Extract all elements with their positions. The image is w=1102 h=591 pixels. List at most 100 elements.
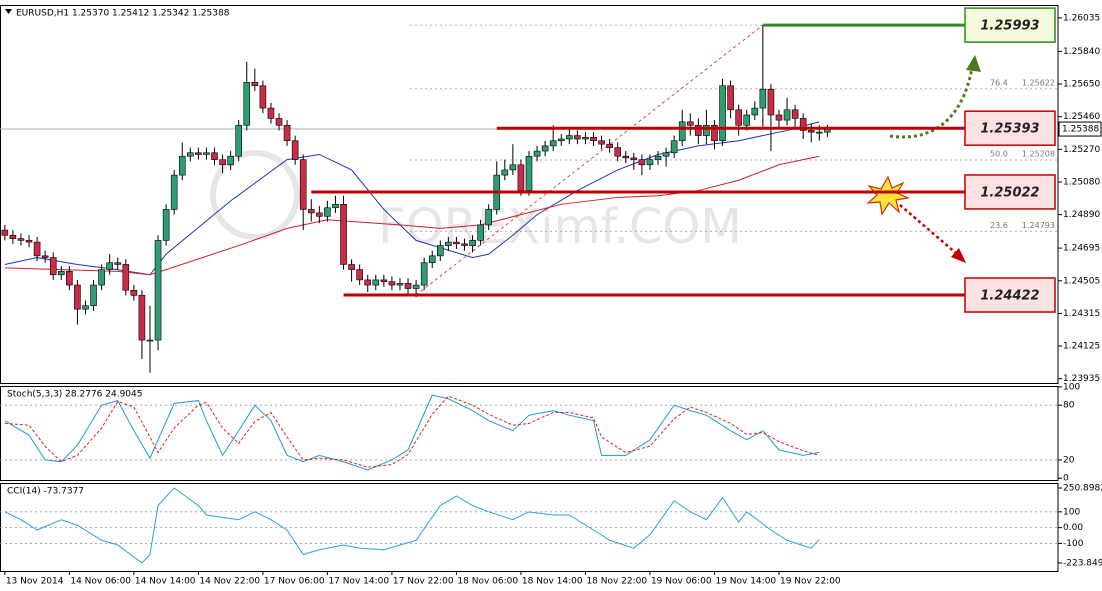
candle-body	[356, 269, 363, 281]
y-tick-label: 1.24695	[1063, 244, 1100, 254]
candle-body	[622, 155, 630, 159]
candle-body	[404, 283, 412, 289]
y-tick-label: 250.8982	[1063, 483, 1102, 493]
candle-body	[348, 264, 355, 270]
level-label: 1.25393	[980, 122, 1039, 137]
x-tick-label: 19 Nov 06:00	[651, 577, 712, 587]
y-tick-label: 1.25080	[1063, 177, 1100, 187]
x-tick-label: 18 Nov 22:00	[586, 577, 647, 587]
y-tick-label: 100	[1063, 382, 1080, 392]
indicator-line	[4, 395, 820, 468]
panel-title: CCI(14) -73.7377	[7, 487, 84, 497]
candle-body	[307, 209, 315, 214]
candle-body	[598, 140, 605, 145]
candle-body	[469, 240, 476, 246]
candle-body	[767, 88, 775, 116]
candle-body	[735, 109, 742, 126]
candle-body	[364, 279, 372, 286]
up-arrowhead	[966, 55, 981, 72]
candle-body	[178, 155, 186, 176]
y-tick-label: 20	[1063, 455, 1075, 465]
y-tick-label: 1.26035	[1063, 13, 1100, 23]
panel-frame	[0, 386, 1059, 481]
candle-body	[420, 262, 428, 286]
candle-body	[670, 140, 678, 154]
candle-body	[332, 204, 339, 209]
candle-body	[372, 279, 380, 286]
candle-body	[203, 152, 210, 155]
candle-body	[428, 255, 436, 264]
candle-body	[646, 159, 654, 166]
candle-body	[33, 241, 41, 257]
y-tick-label: 1.24890	[1063, 210, 1100, 220]
breakout-star	[866, 175, 911, 216]
candle-body	[590, 137, 597, 142]
candle-body	[98, 269, 105, 286]
candle-body	[727, 85, 734, 111]
level-box	[964, 174, 1056, 210]
candle-body	[291, 140, 299, 160]
y-tick-label: 1.25650	[1063, 80, 1100, 90]
y-tick-label: 1.24505	[1063, 276, 1100, 286]
candle-body	[461, 243, 468, 246]
watermark-logo	[210, 150, 300, 240]
x-tick-label: 18 Nov 14:00	[522, 577, 583, 587]
candle-body	[162, 209, 170, 241]
candle-body	[267, 107, 275, 119]
y-tick-label: 1.24315	[1063, 309, 1100, 319]
level-label: 1.24422	[980, 289, 1039, 304]
x-tick-label: 17 Nov 14:00	[328, 577, 389, 587]
candle-body	[453, 241, 460, 245]
x-tick-label: 18 Nov 06:00	[457, 577, 518, 587]
candle-body	[114, 262, 122, 265]
fib-price: 1.24793	[1022, 221, 1055, 230]
fib-price: 1.25208	[1022, 149, 1055, 158]
fib-label: 23.6	[990, 221, 1008, 230]
candle-body	[340, 204, 347, 265]
candle-body	[251, 82, 259, 87]
candle-body	[235, 124, 242, 157]
candle-body	[630, 157, 638, 160]
candle-body	[275, 118, 283, 126]
candle-body	[138, 295, 146, 341]
x-tick-label: 14 Nov 06:00	[70, 577, 131, 587]
candle-body	[283, 124, 291, 142]
x-tick-label: 17 Nov 06:00	[264, 577, 325, 587]
candle-body	[549, 140, 557, 147]
candle-body	[574, 135, 581, 140]
x-tick-label: 14 Nov 22:00	[199, 577, 260, 587]
y-tick-label: -100	[1063, 539, 1084, 549]
last-price-label: 1.25388	[1062, 125, 1099, 135]
y-tick-label: 1.24125	[1063, 342, 1100, 352]
y-tick-label: 0.00	[1063, 523, 1083, 533]
candle-body	[477, 224, 484, 241]
panel-frame	[0, 5, 1059, 384]
up-arrow	[889, 67, 974, 139]
candle-body	[807, 130, 815, 133]
y-tick-label: 0	[1063, 474, 1069, 484]
candle-body	[662, 152, 670, 157]
last-price-box	[1058, 121, 1102, 137]
y-tick-label: -223.8491	[1063, 558, 1102, 568]
candle-body	[436, 245, 444, 257]
candle-body	[74, 284, 81, 310]
candle-body	[566, 135, 573, 140]
candle-body	[211, 152, 218, 160]
candle-body	[816, 131, 823, 134]
level-label: 1.25022	[980, 185, 1039, 200]
candle-body	[485, 209, 492, 226]
header-marker	[5, 9, 12, 14]
candle-body	[170, 174, 178, 210]
fib-label: 50.0	[990, 149, 1008, 158]
y-tick-label: 1.23935	[1063, 374, 1100, 384]
candle-body	[380, 279, 388, 282]
candle-body	[1, 229, 9, 236]
candle-body	[299, 159, 307, 210]
candle-body	[57, 271, 65, 276]
candle-body	[25, 240, 33, 243]
candle-body	[412, 284, 420, 289]
candle-body	[791, 109, 799, 119]
candle-body	[396, 283, 404, 286]
